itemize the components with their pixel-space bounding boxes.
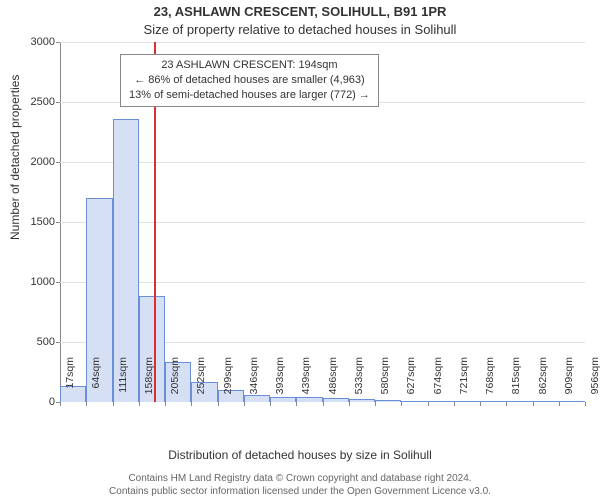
xtick-mark	[454, 402, 455, 406]
xtick-mark	[165, 402, 166, 406]
annotation-line-1: 23 ASHLAWN CRESCENT: 194sqm	[129, 58, 370, 73]
xtick-label: 533sqm	[353, 357, 365, 407]
xtick-mark	[585, 402, 586, 406]
ytick-label: 500	[15, 336, 55, 348]
ytick-mark	[56, 162, 60, 163]
xtick-label: 627sqm	[405, 357, 417, 407]
ytick-label: 0	[15, 396, 55, 408]
xtick-label: 956sqm	[589, 357, 600, 407]
ytick-mark	[56, 102, 60, 103]
title-line-2: Size of property relative to detached ho…	[0, 22, 600, 37]
ytick-label: 2000	[15, 156, 55, 168]
ytick-mark	[56, 282, 60, 283]
plot-area: 05001000150020002500300017sqm64sqm111sqm…	[60, 42, 585, 402]
gridline	[60, 282, 585, 283]
xtick-mark	[375, 402, 376, 406]
xtick-label: 17sqm	[64, 357, 76, 407]
xtick-label: 721sqm	[458, 357, 470, 407]
xtick-label: 393sqm	[274, 357, 286, 407]
xtick-mark	[296, 402, 297, 406]
xtick-mark	[139, 402, 140, 406]
xtick-mark	[323, 402, 324, 406]
xtick-mark	[349, 402, 350, 406]
ytick-mark	[56, 222, 60, 223]
gridline	[60, 222, 585, 223]
xtick-label: 909sqm	[563, 357, 575, 407]
ytick-mark	[56, 42, 60, 43]
ytick-label: 3000	[15, 36, 55, 48]
gridline	[60, 162, 585, 163]
xtick-mark	[218, 402, 219, 406]
xtick-label: 205sqm	[169, 357, 181, 407]
annotation-line-3: 13% of semi-detached houses are larger (…	[129, 88, 370, 103]
xtick-label: 674sqm	[432, 357, 444, 407]
xtick-mark	[270, 402, 271, 406]
xtick-label: 580sqm	[379, 357, 391, 407]
xtick-mark	[480, 402, 481, 406]
xtick-mark	[559, 402, 560, 406]
xtick-label: 486sqm	[327, 357, 339, 407]
footer-line-1: Contains HM Land Registry data © Crown c…	[0, 472, 600, 485]
xtick-label: 346sqm	[248, 357, 260, 407]
xtick-mark	[244, 402, 245, 406]
xtick-label: 252sqm	[195, 357, 207, 407]
xtick-mark	[428, 402, 429, 406]
footer-text: Contains HM Land Registry data © Crown c…	[0, 472, 600, 498]
xtick-mark	[533, 402, 534, 406]
ytick-mark	[56, 342, 60, 343]
xtick-label: 862sqm	[537, 357, 549, 407]
title-line-1: 23, ASHLAWN CRESCENT, SOLIHULL, B91 1PR	[0, 4, 600, 19]
x-axis-label: Distribution of detached houses by size …	[0, 448, 600, 462]
xtick-label: 439sqm	[300, 357, 312, 407]
ytick-label: 1000	[15, 276, 55, 288]
xtick-mark	[401, 402, 402, 406]
xtick-mark	[506, 402, 507, 406]
annotation-line-2: ← 86% of detached houses are smaller (4,…	[129, 73, 370, 88]
xtick-label: 64sqm	[90, 357, 102, 407]
xtick-mark	[113, 402, 114, 406]
xtick-label: 158sqm	[143, 357, 155, 407]
footer-line-2: Contains public sector information licen…	[0, 485, 600, 498]
gridline	[60, 42, 585, 43]
xtick-label: 111sqm	[117, 357, 129, 407]
xtick-label: 768sqm	[484, 357, 496, 407]
xtick-mark	[86, 402, 87, 406]
xtick-label: 815sqm	[510, 357, 522, 407]
ytick-label: 1500	[15, 216, 55, 228]
xtick-mark	[191, 402, 192, 406]
xtick-mark	[60, 402, 61, 406]
chart-container: 23, ASHLAWN CRESCENT, SOLIHULL, B91 1PR …	[0, 0, 600, 500]
ytick-label: 2500	[15, 96, 55, 108]
xtick-label: 299sqm	[222, 357, 234, 407]
annotation-box: 23 ASHLAWN CRESCENT: 194sqm← 86% of deta…	[120, 54, 379, 107]
